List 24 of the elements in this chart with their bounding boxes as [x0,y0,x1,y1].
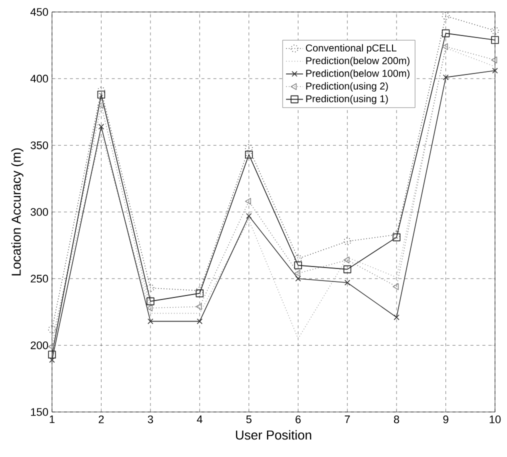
y-tick-label: 150 [31,408,48,416]
legend-label: Prediction(below 100m) [306,70,410,79]
legend-label: Prediction(using 2) [306,82,388,92]
y-tick-label: 450 [30,8,48,16]
x-tick-label: 5 [246,416,252,424]
x-tick-label: 3 [148,416,154,424]
x-tick-label: 10 [490,416,501,424]
x-tick-label: 8 [394,416,400,424]
y-tick-label: 250 [30,274,48,283]
y-tick-label: 350 [30,141,48,150]
x-tick-label: 9 [443,416,448,424]
y-tick-label: 200 [30,341,48,350]
legend-label: Conventional pCELL [306,44,396,54]
x-axis-title: User Position [236,430,312,440]
legend-label: Prediction(below 200m) [306,56,410,66]
y-tick-label: 300 [30,208,48,216]
y-tick-label: 400 [30,74,48,83]
x-tick-label: 1 [50,416,55,424]
x-tick-label: 2 [98,416,104,424]
x-tick-label: 7 [344,416,350,424]
legend-label: Prediction(using 1) [306,94,388,104]
x-tick-label: 6 [296,416,301,424]
x-tick-label: 4 [196,416,202,424]
y-axis-title: Location Accuracy (m) [11,148,24,276]
